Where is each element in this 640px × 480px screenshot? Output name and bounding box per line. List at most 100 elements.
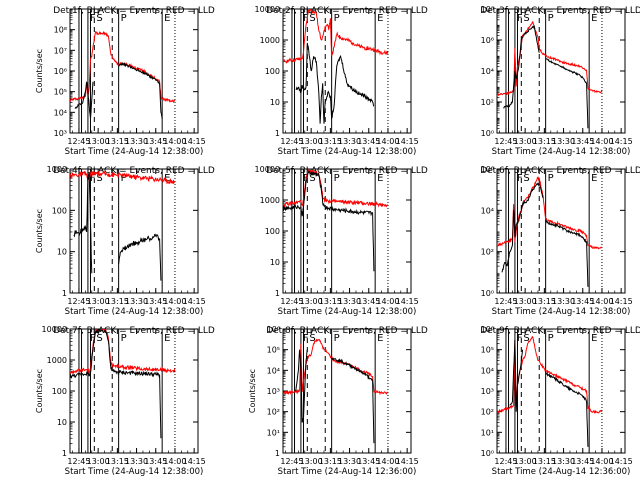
y-tick-label: 100	[52, 387, 67, 396]
x-tick-label: 14:15	[183, 297, 206, 306]
x-axis-label: Start Time (24-Aug-14 12:38:00)	[65, 147, 204, 157]
time-marker-label: P	[121, 173, 127, 184]
y-tick-label: 10³	[54, 129, 67, 138]
y-tick-label: 1	[62, 289, 67, 298]
time-marker-label: P	[121, 13, 127, 24]
plot-frame	[69, 328, 199, 454]
y-tick-label: 10⁰	[481, 129, 494, 138]
x-tick-label: 13:30	[338, 457, 361, 466]
series-line-events	[545, 219, 589, 287]
y-tick-label: 100	[52, 206, 67, 215]
x-tick-label: 13:15	[319, 297, 342, 306]
series-line-events	[503, 24, 540, 109]
x-axis-label: Start Time (24-Aug-14 12:38:00)	[65, 467, 204, 477]
time-marker-label: S	[96, 173, 102, 184]
x-tick-label: 13:45	[357, 297, 380, 306]
time-marker-label: E	[377, 333, 383, 344]
time-marker-label: S	[309, 13, 315, 24]
y-tick-label: 10⁸	[54, 26, 67, 35]
y-tick-label: 10000	[42, 325, 67, 334]
panel-title: Det 5f, BLACK = Events, RED = LLD	[266, 166, 428, 176]
y-tick-label: 10⁵	[481, 346, 494, 355]
y-tick-label: 1000	[260, 196, 280, 205]
plot-frame	[496, 168, 626, 294]
time-marker-label: E	[591, 13, 597, 24]
x-axis-label: Start Time (24-Aug-14 12:38:00)	[65, 307, 204, 317]
x-tick-label: 13:00	[300, 457, 323, 466]
series-line-lld	[283, 338, 389, 396]
time-marker-label: F	[90, 333, 96, 344]
y-tick-label: 10⁴	[54, 108, 67, 117]
y-tick-label: 10⁵	[267, 346, 280, 355]
time-marker-label: P	[548, 173, 554, 184]
x-tick-label: 14:15	[610, 457, 633, 466]
series-line-events	[501, 182, 544, 273]
x-tick-label: 14:15	[183, 137, 206, 146]
time-marker-label: F	[517, 333, 523, 344]
y-tick-label: 1000	[260, 36, 280, 45]
x-axis-label: Start Time (24-Aug-14 12:36:00)	[492, 467, 631, 477]
x-tick-label: 12:45	[494, 297, 517, 306]
time-marker-label: E	[591, 333, 597, 344]
y-tick-label: 10⁶	[54, 67, 67, 76]
time-marker-label: P	[334, 13, 340, 24]
series-line-events	[73, 172, 93, 274]
time-marker-label: P	[121, 333, 127, 344]
time-marker-label: F	[303, 13, 309, 24]
y-tick-label: 10⁴	[481, 206, 494, 215]
x-tick-label: 14:00	[376, 457, 399, 466]
series-line-events	[331, 357, 375, 444]
time-marker-label: E	[591, 173, 597, 184]
x-tick-label: 14:15	[610, 297, 633, 306]
x-axis-label: Start Time (24-Aug-14 12:38:00)	[492, 307, 631, 317]
y-tick-label: 10³	[481, 387, 494, 396]
y-tick-label: 1	[62, 449, 67, 458]
x-tick-label: 14:00	[163, 457, 186, 466]
series-line-events	[509, 339, 524, 412]
x-tick-label: 13:00	[87, 137, 110, 146]
x-tick-label: 14:15	[183, 457, 206, 466]
x-tick-label: 13:00	[514, 137, 537, 146]
panel-title: Det 7f, BLACK = Events, RED = LLD	[53, 326, 215, 336]
x-tick-label: 13:15	[319, 137, 342, 146]
x-tick-label: 13:30	[125, 457, 148, 466]
series-line-events	[545, 57, 589, 129]
x-tick-label: 13:00	[300, 137, 323, 146]
x-tick-label: 13:15	[106, 457, 129, 466]
y-tick-label: 10²	[481, 408, 494, 417]
time-marker-label: P	[334, 333, 340, 344]
y-axis-label: Counts/sec	[35, 49, 44, 93]
x-tick-label: 13:45	[144, 297, 167, 306]
panel-title: Det 1f, BLACK = Events, RED = LLD	[53, 6, 215, 16]
x-tick-label: 13:15	[319, 457, 342, 466]
y-tick-label: 10⁰	[481, 289, 494, 298]
panel-title: Det 6f, BLACK = Events, RED = LLD	[480, 166, 640, 176]
x-tick-label: 13:45	[357, 137, 380, 146]
plot-frame	[69, 8, 199, 134]
y-tick-label: 10⁶	[267, 325, 280, 334]
x-tick-label: 13:00	[87, 457, 110, 466]
time-marker-label: E	[377, 13, 383, 24]
x-tick-label: 13:15	[106, 297, 129, 306]
time-marker-label: F	[517, 13, 523, 24]
x-tick-label: 13:30	[552, 137, 575, 146]
x-tick-label: 13:45	[571, 297, 594, 306]
y-axis-label: Counts/sec	[35, 209, 44, 253]
time-marker-label: E	[164, 13, 170, 24]
x-axis-label: Start Time (24-Aug-14 12:38:00)	[278, 147, 417, 157]
x-axis-label: Start Time (24-Aug-14 12:38:00)	[278, 307, 417, 317]
series-line-events	[295, 42, 375, 124]
x-tick-label: 13:30	[338, 297, 361, 306]
x-tick-label: 12:45	[494, 137, 517, 146]
y-tick-label: 10⁴	[481, 67, 494, 76]
series-line-lld	[283, 169, 389, 209]
time-marker-label: S	[309, 173, 315, 184]
x-tick-label: 13:15	[533, 137, 556, 146]
plot-frame	[496, 8, 626, 134]
y-tick-label: 1	[275, 449, 280, 458]
time-marker-label: S	[523, 333, 529, 344]
x-tick-label: 12:45	[280, 457, 303, 466]
